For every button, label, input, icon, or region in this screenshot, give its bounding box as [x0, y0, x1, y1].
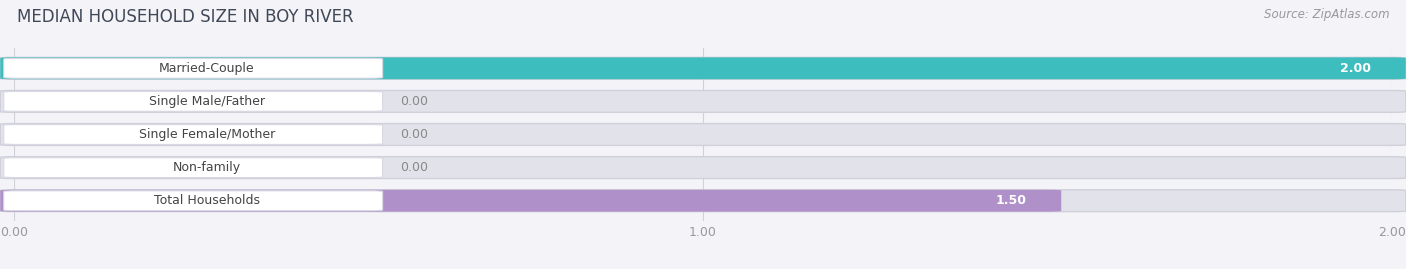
FancyBboxPatch shape — [4, 125, 382, 144]
FancyBboxPatch shape — [0, 57, 1406, 79]
Text: 0.00: 0.00 — [399, 161, 427, 174]
Text: 1.50: 1.50 — [995, 194, 1026, 207]
Text: Single Male/Father: Single Male/Father — [149, 95, 264, 108]
FancyBboxPatch shape — [0, 190, 1062, 212]
Text: Source: ZipAtlas.com: Source: ZipAtlas.com — [1264, 8, 1389, 21]
FancyBboxPatch shape — [0, 57, 1406, 79]
Text: Single Female/Mother: Single Female/Mother — [139, 128, 276, 141]
FancyBboxPatch shape — [11, 92, 55, 111]
FancyBboxPatch shape — [4, 158, 382, 178]
FancyBboxPatch shape — [0, 90, 1406, 112]
FancyBboxPatch shape — [0, 123, 1406, 146]
FancyBboxPatch shape — [0, 190, 1406, 212]
FancyBboxPatch shape — [4, 91, 382, 111]
Text: MEDIAN HOUSEHOLD SIZE IN BOY RIVER: MEDIAN HOUSEHOLD SIZE IN BOY RIVER — [17, 8, 353, 26]
Text: 2.00: 2.00 — [1340, 62, 1371, 75]
Text: 0.00: 0.00 — [399, 95, 427, 108]
FancyBboxPatch shape — [11, 158, 55, 177]
Text: Married-Couple: Married-Couple — [159, 62, 254, 75]
Text: Total Households: Total Households — [155, 194, 260, 207]
FancyBboxPatch shape — [4, 191, 382, 211]
FancyBboxPatch shape — [4, 58, 382, 78]
FancyBboxPatch shape — [11, 125, 55, 144]
Text: Non-family: Non-family — [173, 161, 240, 174]
FancyBboxPatch shape — [0, 157, 1406, 179]
Text: 0.00: 0.00 — [399, 128, 427, 141]
